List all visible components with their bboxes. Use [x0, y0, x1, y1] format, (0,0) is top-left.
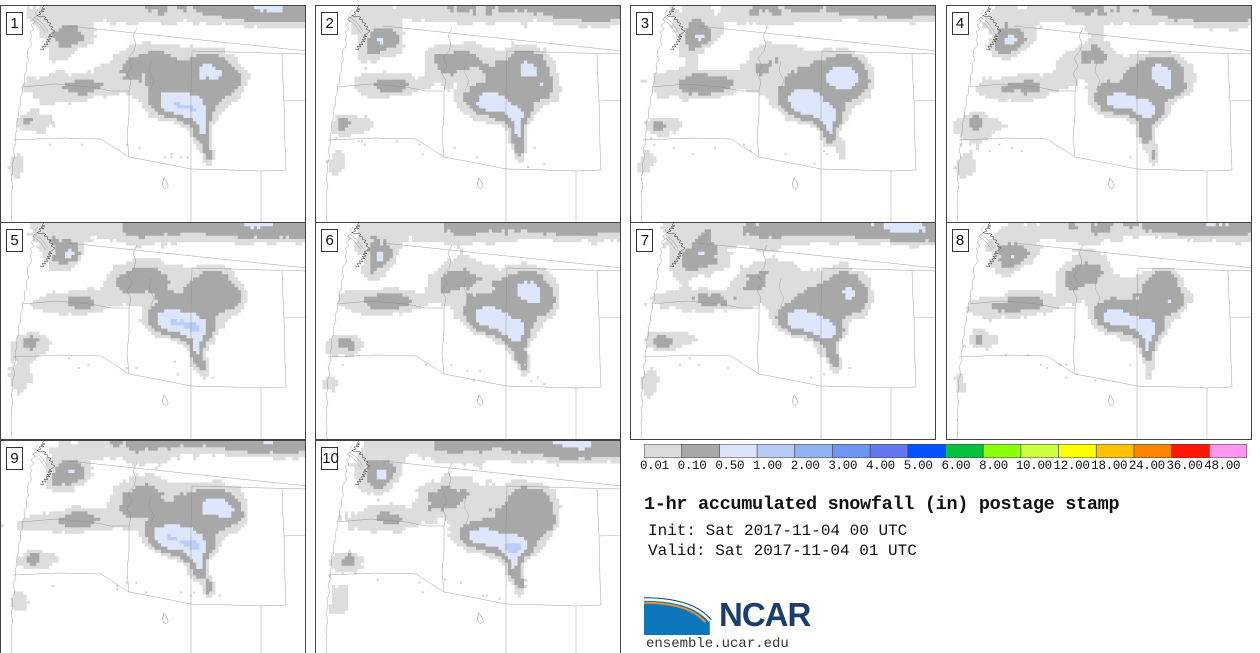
svg-text:NCAR: NCAR: [719, 596, 811, 633]
